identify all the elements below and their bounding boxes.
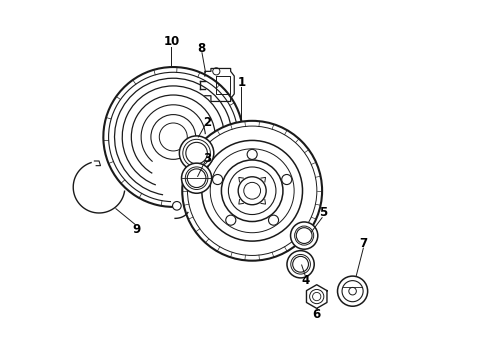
Circle shape [269, 215, 279, 225]
Text: 6: 6 [313, 308, 321, 321]
Text: 10: 10 [163, 35, 180, 49]
Circle shape [338, 276, 368, 306]
Text: 4: 4 [301, 274, 309, 287]
Circle shape [226, 215, 236, 225]
Circle shape [310, 289, 324, 303]
Circle shape [287, 251, 314, 278]
Text: 5: 5 [319, 207, 327, 220]
Circle shape [179, 136, 214, 170]
Circle shape [213, 68, 220, 75]
Circle shape [282, 175, 292, 185]
Circle shape [172, 202, 181, 210]
Circle shape [342, 281, 363, 302]
Text: 8: 8 [197, 41, 205, 54]
Text: 2: 2 [203, 116, 211, 129]
Circle shape [313, 292, 321, 301]
Text: 9: 9 [133, 222, 141, 236]
Text: 1: 1 [237, 76, 245, 89]
Circle shape [182, 121, 322, 261]
Circle shape [291, 222, 318, 249]
Text: 7: 7 [359, 237, 368, 250]
Text: 3: 3 [203, 152, 211, 165]
Circle shape [213, 175, 222, 185]
Circle shape [181, 163, 212, 193]
Circle shape [247, 149, 257, 159]
